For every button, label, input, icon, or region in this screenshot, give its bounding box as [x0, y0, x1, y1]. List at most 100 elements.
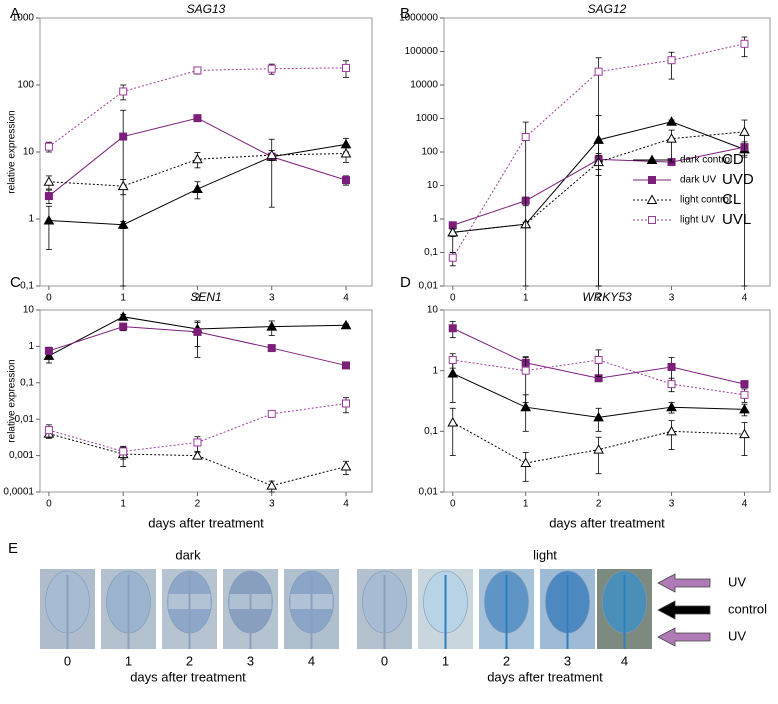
chart-title: SAG12 [588, 2, 627, 16]
y-tick-label: 0,1 [424, 247, 438, 258]
legend-code: CD [722, 151, 744, 168]
arrow [657, 573, 711, 593]
panel-letter: D [400, 274, 411, 291]
day-label: 1 [442, 653, 449, 668]
day-label: 3 [564, 653, 571, 668]
marker [44, 142, 53, 151]
y-tick-label: 1000000 [399, 13, 438, 24]
legend-marker [646, 154, 658, 164]
legend-code: CL [722, 191, 741, 208]
legend-marker [648, 216, 656, 224]
marker [117, 311, 129, 321]
plot-frame [39, 17, 373, 287]
day-label: 0 [381, 653, 388, 668]
marker [43, 214, 55, 225]
marker [740, 390, 749, 399]
x-axis-label: days after treatment [487, 669, 603, 684]
marker [44, 346, 53, 355]
marker [666, 133, 677, 143]
marker [666, 401, 677, 412]
series-line [48, 433, 347, 487]
marker [267, 409, 276, 418]
marker [594, 67, 603, 76]
y-tick-label: 0,1 [20, 281, 34, 292]
panel-letter: C [10, 274, 21, 291]
y-tick-label: 0,01 [419, 487, 439, 498]
x-tick-label: 4 [343, 293, 349, 304]
day-label: 4 [621, 653, 628, 668]
marker [448, 253, 457, 262]
x-tick-label: 1 [120, 293, 126, 304]
y-axis-label: relative expression [7, 359, 18, 442]
marker [739, 403, 750, 414]
panel-letter: B [400, 5, 410, 22]
marker [266, 480, 278, 490]
x-tick-label: 2 [195, 499, 201, 510]
marker [740, 380, 749, 389]
x-tick-label: 3 [269, 499, 275, 510]
x-tick-label: 0 [46, 293, 52, 304]
x-axis-label: days after treatment [148, 515, 264, 530]
marker [44, 426, 53, 435]
marker [192, 183, 203, 194]
marker [119, 132, 128, 141]
y-tick-label: 1 [432, 365, 438, 376]
x-tick-label: 0 [450, 293, 456, 304]
x-tick-label: 1 [523, 293, 529, 304]
marker [342, 361, 351, 370]
marker [448, 355, 457, 364]
x-tick-label: 3 [669, 293, 675, 304]
x-tick-label: 4 [742, 499, 748, 510]
marker [666, 425, 677, 436]
marker [667, 362, 676, 371]
plot-frame [39, 309, 373, 493]
marker [193, 114, 202, 123]
marker [667, 380, 676, 389]
marker [667, 56, 676, 65]
day-label: 0 [64, 653, 71, 668]
y-tick-label: 10 [427, 180, 439, 191]
chart-title: WRKY53 [582, 290, 632, 304]
marker [342, 176, 351, 185]
legend-marker [648, 176, 656, 184]
x-tick-label: 0 [450, 499, 456, 510]
arrow-label: UV [728, 628, 746, 643]
legend-label: light UV [680, 215, 715, 226]
arrow [657, 627, 711, 647]
y-tick-label: 0,0001 [3, 487, 34, 498]
group-title: light [533, 547, 557, 562]
marker [119, 447, 128, 456]
legend-label: light control [680, 195, 731, 206]
y-tick-label: 0,001 [9, 450, 34, 461]
series-line [48, 67, 347, 148]
series-line [452, 43, 745, 258]
marker [447, 226, 459, 237]
x-tick-label: 4 [742, 293, 748, 304]
y-tick-label: 10 [23, 305, 35, 316]
marker [193, 327, 202, 336]
day-label: 2 [503, 653, 510, 668]
y-tick-label: 1000 [12, 13, 35, 24]
chart-title: SAG13 [187, 2, 226, 16]
marker [119, 322, 128, 331]
y-tick-label: 1000 [416, 113, 439, 124]
panel-letter: A [10, 5, 20, 22]
x-tick-label: 1 [120, 499, 126, 510]
x-tick-label: 0 [46, 499, 52, 510]
chart-panel: C SEN1 relative expression days after treat… [3, 274, 373, 530]
group-title: dark [175, 547, 201, 562]
marker [267, 64, 276, 73]
marker [666, 116, 677, 126]
y-tick-label: 0,01 [15, 414, 35, 425]
day-label: 2 [186, 653, 193, 668]
marker [193, 66, 202, 75]
marker [520, 457, 532, 468]
x-tick-label: 1 [523, 499, 529, 510]
y-tick-label: 100000 [405, 46, 439, 57]
marker [340, 319, 352, 330]
series-line [452, 359, 745, 396]
y-tick-label: 0,1 [20, 377, 34, 388]
chart-panel: B SAG120,010,1110100100010000100000100000… [399, 2, 771, 304]
legend-label: dark control [680, 155, 732, 166]
